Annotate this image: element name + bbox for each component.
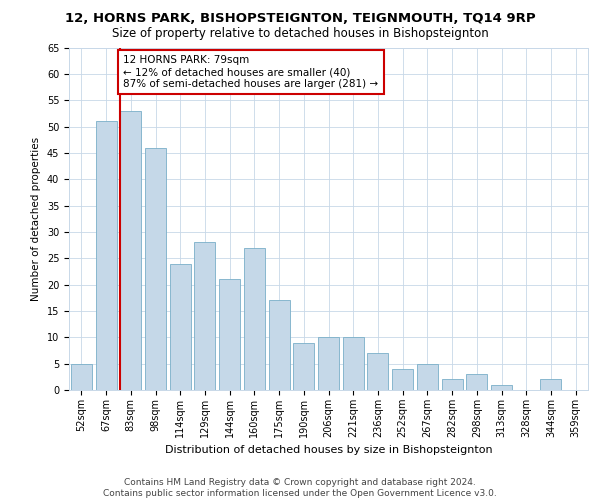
Text: Contains HM Land Registry data © Crown copyright and database right 2024.
Contai: Contains HM Land Registry data © Crown c… (103, 478, 497, 498)
Bar (120, 110, 141, 390)
Bar (392, 369, 413, 390)
Text: Size of property relative to detached houses in Bishopsteignton: Size of property relative to detached ho… (112, 28, 488, 40)
Bar (541, 380, 562, 390)
Bar (219, 280, 240, 390)
Y-axis label: Number of detached properties: Number of detached properties (31, 136, 41, 301)
Text: 12, HORNS PARK, BISHOPSTEIGNTON, TEIGNMOUTH, TQ14 9RP: 12, HORNS PARK, BISHOPSTEIGNTON, TEIGNMO… (65, 12, 535, 26)
Bar (95, 122, 116, 390)
Text: 12 HORNS PARK: 79sqm
← 12% of detached houses are smaller (40)
87% of semi-detac: 12 HORNS PARK: 79sqm ← 12% of detached h… (123, 56, 379, 88)
Bar (269, 300, 290, 390)
Bar (194, 242, 215, 390)
Bar (442, 380, 463, 390)
Bar (417, 364, 438, 390)
Bar (491, 384, 512, 390)
Bar (145, 148, 166, 390)
Bar (318, 338, 339, 390)
X-axis label: Distribution of detached houses by size in Bishopsteignton: Distribution of detached houses by size … (164, 446, 493, 456)
Bar (244, 248, 265, 390)
Bar (71, 364, 92, 390)
Bar (293, 342, 314, 390)
Bar (367, 353, 388, 390)
Bar (343, 338, 364, 390)
Bar (170, 264, 191, 390)
Bar (466, 374, 487, 390)
